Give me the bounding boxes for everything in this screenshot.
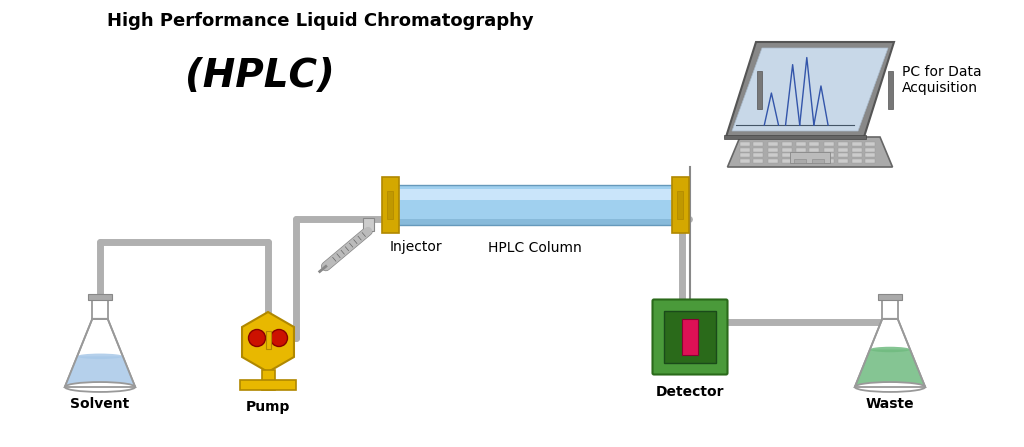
Bar bbox=[88, 294, 113, 300]
Bar bbox=[790, 152, 830, 163]
Bar bbox=[768, 153, 777, 157]
Text: Detector: Detector bbox=[655, 385, 724, 399]
Bar bbox=[664, 311, 716, 363]
Bar bbox=[810, 159, 819, 163]
Bar bbox=[838, 148, 848, 152]
Bar bbox=[823, 153, 834, 157]
Polygon shape bbox=[732, 48, 888, 131]
Bar bbox=[739, 148, 750, 152]
Bar bbox=[838, 143, 848, 147]
Bar bbox=[362, 218, 374, 231]
Ellipse shape bbox=[77, 354, 123, 359]
Circle shape bbox=[249, 329, 265, 346]
FancyBboxPatch shape bbox=[652, 299, 727, 375]
Bar bbox=[768, 143, 777, 147]
Bar bbox=[92, 297, 108, 319]
Ellipse shape bbox=[870, 347, 910, 352]
Bar bbox=[823, 148, 834, 152]
Bar bbox=[739, 159, 750, 163]
Bar bbox=[883, 297, 898, 319]
Bar bbox=[781, 148, 792, 152]
Polygon shape bbox=[855, 319, 926, 387]
Bar bbox=[781, 153, 792, 157]
Text: Solvent: Solvent bbox=[71, 397, 130, 411]
Text: HPLC Column: HPLC Column bbox=[488, 241, 582, 255]
Text: PC for Data
Acquisition: PC for Data Acquisition bbox=[902, 65, 982, 95]
Bar bbox=[382, 177, 398, 233]
Polygon shape bbox=[65, 319, 135, 387]
Bar bbox=[852, 143, 861, 147]
Ellipse shape bbox=[855, 382, 926, 392]
Bar bbox=[754, 153, 764, 157]
Bar bbox=[810, 148, 819, 152]
Bar bbox=[754, 148, 764, 152]
Bar bbox=[754, 143, 764, 147]
Bar bbox=[865, 153, 876, 157]
Bar bbox=[265, 331, 270, 349]
Bar bbox=[390, 185, 680, 225]
Circle shape bbox=[270, 329, 288, 346]
Bar bbox=[838, 159, 848, 163]
Polygon shape bbox=[855, 350, 926, 387]
Ellipse shape bbox=[65, 382, 135, 392]
Bar bbox=[888, 71, 893, 109]
Bar bbox=[768, 159, 777, 163]
Bar bbox=[724, 135, 866, 139]
Bar bbox=[677, 191, 683, 219]
Bar bbox=[865, 143, 876, 147]
Bar bbox=[810, 153, 819, 157]
Bar bbox=[852, 159, 861, 163]
Bar bbox=[796, 148, 806, 152]
Bar bbox=[739, 153, 750, 157]
Bar bbox=[810, 143, 819, 147]
Bar bbox=[781, 143, 792, 147]
Bar bbox=[865, 148, 876, 152]
Bar bbox=[865, 159, 876, 163]
Bar bbox=[796, 153, 806, 157]
Polygon shape bbox=[726, 42, 894, 137]
Bar bbox=[852, 153, 861, 157]
Bar bbox=[739, 143, 750, 147]
Bar bbox=[794, 159, 806, 163]
Bar bbox=[672, 177, 688, 233]
Text: (HPLC): (HPLC) bbox=[185, 57, 335, 95]
Bar bbox=[823, 143, 834, 147]
Bar bbox=[757, 71, 762, 109]
Bar bbox=[852, 148, 861, 152]
Polygon shape bbox=[65, 356, 135, 387]
Bar bbox=[878, 294, 902, 300]
Polygon shape bbox=[242, 312, 294, 372]
Text: Waste: Waste bbox=[865, 397, 914, 411]
Bar bbox=[390, 219, 680, 225]
Bar bbox=[812, 159, 824, 163]
Bar bbox=[240, 380, 296, 390]
Bar bbox=[261, 370, 274, 390]
Bar bbox=[768, 148, 777, 152]
Bar bbox=[682, 319, 698, 355]
Bar bbox=[823, 159, 834, 163]
Text: Pump: Pump bbox=[246, 400, 290, 414]
Bar bbox=[390, 189, 680, 200]
Bar bbox=[387, 191, 393, 219]
Text: High Performance Liquid Chromatography: High Performance Liquid Chromatography bbox=[106, 12, 534, 30]
Bar bbox=[796, 159, 806, 163]
Text: Injector: Injector bbox=[390, 240, 442, 254]
Bar bbox=[838, 153, 848, 157]
Bar bbox=[754, 159, 764, 163]
Bar bbox=[781, 159, 792, 163]
Bar bbox=[796, 143, 806, 147]
Polygon shape bbox=[727, 137, 893, 167]
